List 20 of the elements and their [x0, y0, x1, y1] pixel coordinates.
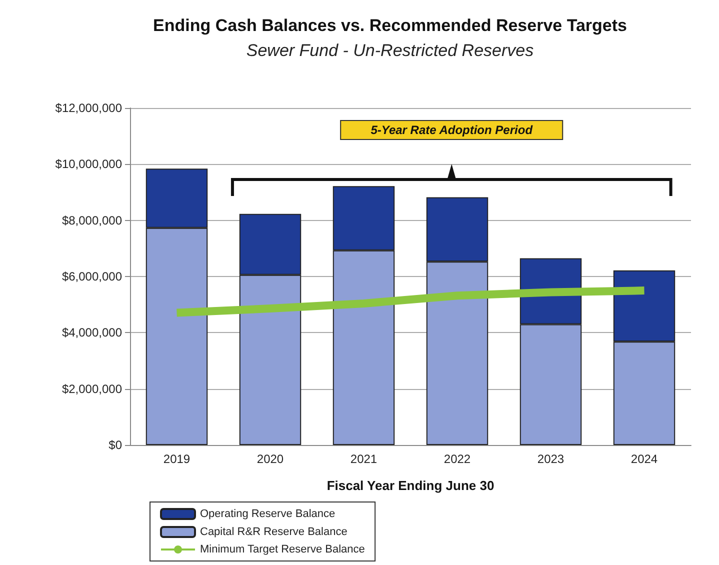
x-tick-label: 2023 — [537, 452, 564, 466]
y-tick-label: $0 — [108, 438, 122, 452]
callout-box: 5-Year Rate Adoption Period — [340, 120, 564, 140]
x-axis-title: Fiscal Year Ending June 30 — [326, 478, 494, 493]
x-tick-label: 2020 — [256, 452, 284, 466]
x-tick-label: 2024 — [630, 452, 658, 466]
x-tick-label: 2022 — [444, 452, 471, 466]
x-tick-label: 2021 — [350, 452, 378, 466]
y-tick-label: $2,000,000 — [62, 382, 122, 396]
legend-label: Capital R&R Reserve Balance — [200, 526, 348, 538]
legend-label: Operating Reserve Balance — [200, 508, 336, 520]
legend-label: Minimum Target Reserve Balance — [200, 544, 365, 556]
y-tick-label: $6,000,000 — [62, 270, 122, 284]
y-tick-label: $8,000,000 — [62, 213, 122, 228]
y-tick-label: $10,000,000 — [55, 157, 122, 172]
y-tick-label: $12,000,000 — [55, 101, 122, 115]
y-tick-label: $4,000,000 — [62, 326, 122, 340]
chart-subtitle: Sewer Fund - Un-Restricted Reserves — [246, 41, 534, 60]
chart-title: Ending Cash Balances vs. Recommended Reserve Targets — [153, 16, 627, 35]
x-tick-label: 2019 — [163, 452, 190, 466]
